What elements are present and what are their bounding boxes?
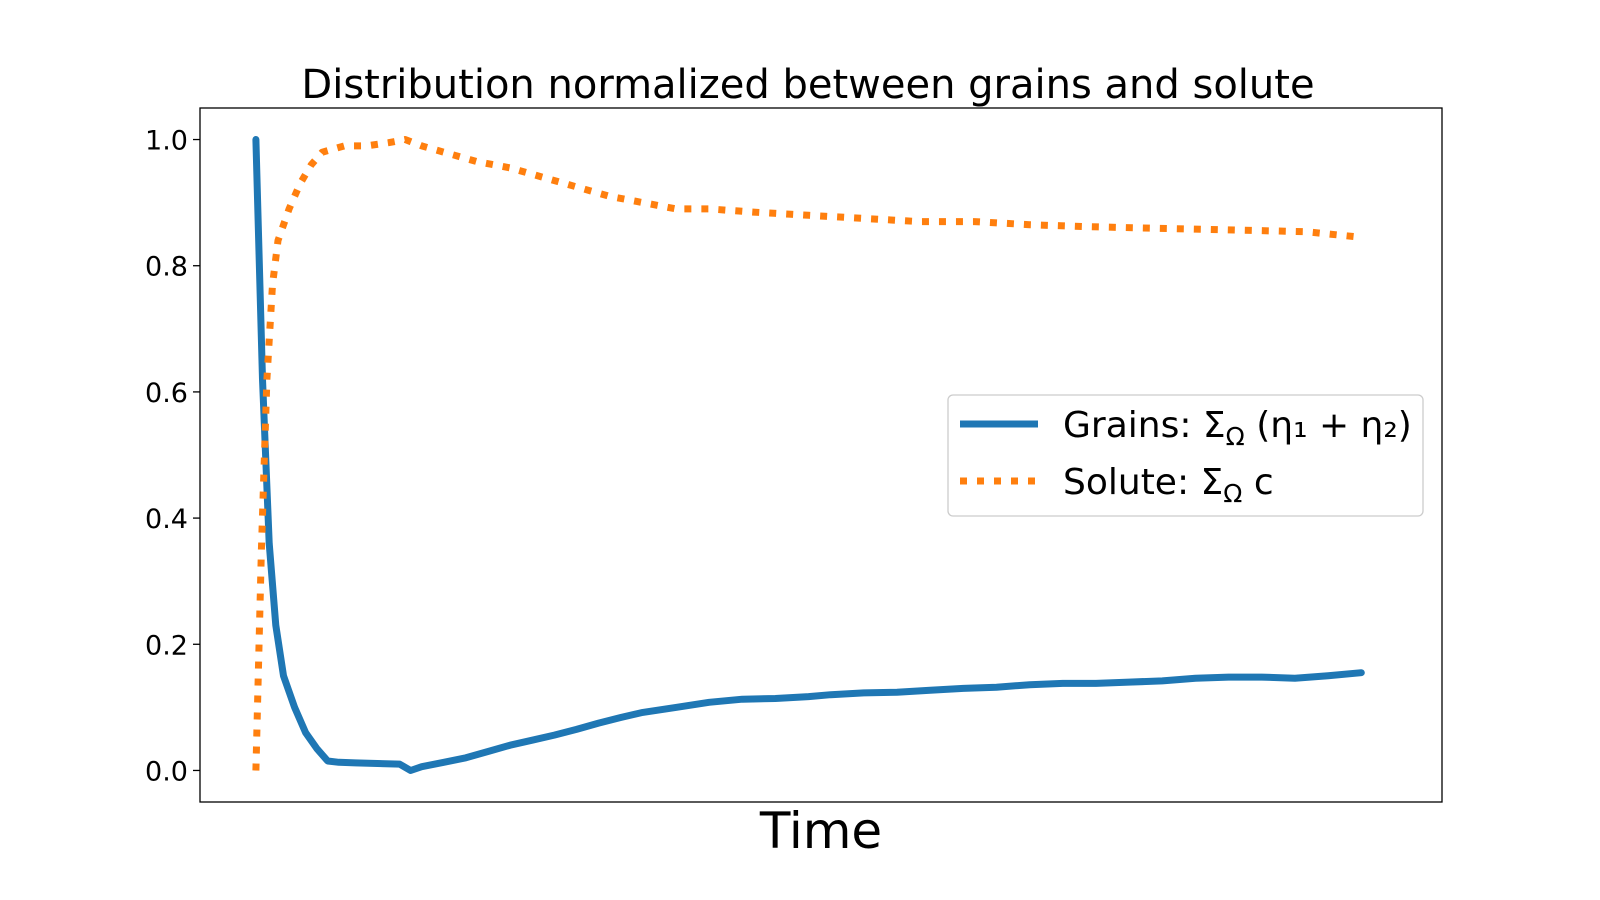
y-tick-label: 0.6 bbox=[145, 378, 188, 409]
y-tick-label: 0.4 bbox=[145, 504, 188, 535]
series-line-grains bbox=[252, 136, 1365, 774]
legend: Grains: ΣΩ (η₁ + η₂) Solute: ΣΩ c bbox=[947, 394, 1424, 517]
x-axis-label: Time bbox=[759, 802, 882, 860]
plot-area-frame bbox=[199, 107, 1443, 803]
y-tick-label: 0.0 bbox=[145, 756, 188, 787]
y-axis: 0.0 0.2 0.4 0.6 0.8 1.0 bbox=[145, 126, 200, 787]
legend-frame bbox=[947, 394, 1424, 517]
y-tick-label: 0.8 bbox=[145, 252, 188, 283]
legend-label-grains: Grains: ΣΩ (η₁ + η₂) bbox=[1063, 405, 1412, 451]
legend-label-solute: Solute: ΣΩ c bbox=[1063, 462, 1274, 508]
series-layer bbox=[252, 136, 1365, 774]
y-tick-label: 1.0 bbox=[145, 126, 188, 157]
y-tick-label: 0.2 bbox=[145, 630, 188, 661]
chart-title: Distribution normalized between grains a… bbox=[301, 62, 1314, 108]
